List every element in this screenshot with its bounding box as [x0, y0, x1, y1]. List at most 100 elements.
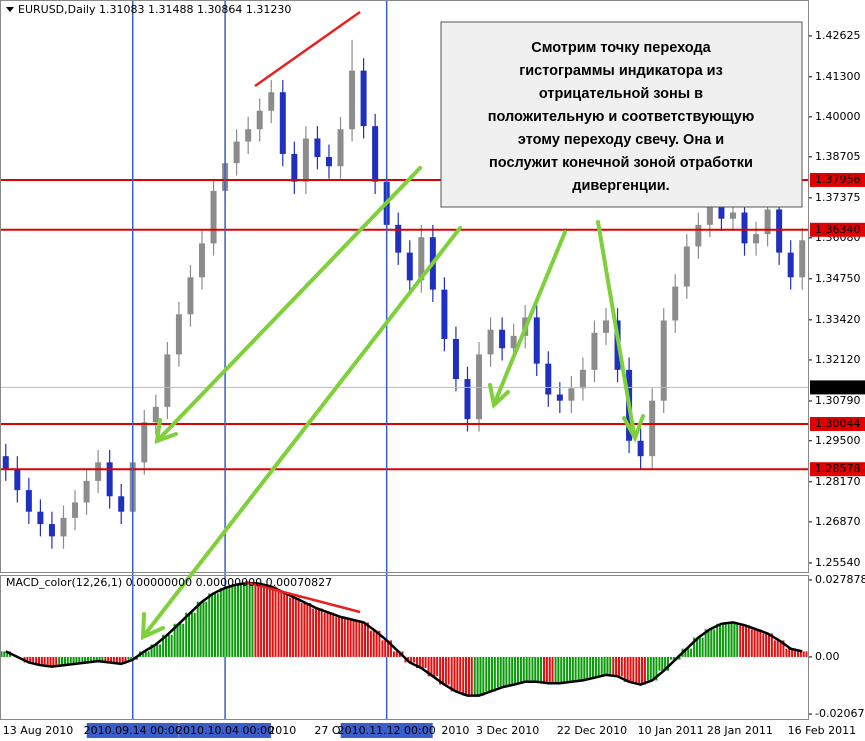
candle-body [510, 335, 517, 349]
candle-body [210, 190, 217, 244]
level-label: 1.30044 [815, 417, 861, 430]
candle-body [406, 252, 413, 281]
candle-body [349, 70, 356, 130]
candle-body [72, 502, 79, 518]
candle-body [452, 338, 459, 380]
candle-body [175, 314, 182, 355]
divergence-line [254, 10, 361, 88]
y-tick-label: 0.00 [815, 650, 840, 663]
y-tick-label: 1.25540 [815, 556, 861, 569]
x-tick-label: 27 O [314, 724, 340, 737]
candle-body [199, 243, 205, 278]
annotation-text: Смотрим точку перехода гистограммы индика… [488, 40, 754, 194]
level-box [810, 172, 865, 187]
y-tick-label: 1.28170 [815, 475, 861, 488]
candle-body [2, 456, 9, 469]
x-tick-label: 22 Dec 2010 [557, 724, 627, 737]
arrows [140, 166, 645, 641]
candle-body [556, 394, 563, 401]
candle-body [799, 240, 806, 278]
cursor-label-box [179, 723, 272, 738]
price-panel-border [0, 0, 809, 573]
y-tick-label: 1.30790 [815, 394, 861, 407]
cursor-label-box [340, 723, 433, 738]
candle-body [25, 490, 32, 512]
level-box [810, 462, 865, 477]
candle-body [268, 92, 275, 111]
candle-body [499, 329, 506, 349]
current-price-box [810, 380, 865, 395]
candle-body [314, 138, 321, 157]
level-label: 1.36340 [815, 223, 861, 236]
indicator-title: MACD_color(12,26,1) 0.00000000 0.0000000… [6, 576, 332, 589]
y-tick-label: 1.38705 [815, 150, 861, 163]
candle-body [591, 332, 598, 370]
candle-body [256, 110, 263, 130]
annotation-box: Смотрим точку перехода гистограммы индика… [440, 21, 803, 208]
candle-body [695, 224, 702, 247]
signal-line [5, 581, 803, 697]
candle-body [302, 138, 309, 182]
candle-body [95, 462, 102, 481]
y-tick-label: 1.41300 [815, 70, 861, 83]
candle-body [233, 141, 240, 164]
y-tick-label: -0.020677 [815, 707, 865, 720]
annotation-line: дивергенции. [572, 178, 669, 194]
candle-body [660, 320, 667, 401]
candle-body [741, 212, 748, 244]
candle-body [683, 246, 690, 287]
level-box [810, 222, 865, 237]
y-tick-label: 1.32120 [815, 353, 861, 366]
candle-body [395, 224, 402, 253]
current-price-label: 1.31230 [815, 380, 861, 393]
candle-body [568, 388, 575, 401]
x-tick-label: 13 Aug 2010 [3, 724, 73, 737]
y-tick-label: 1.42625 [815, 29, 861, 42]
y-tick-label: 1.37375 [815, 191, 861, 204]
candle-body [672, 286, 679, 321]
candle-body [337, 129, 344, 167]
y-tick-label: 1.33420 [815, 313, 861, 326]
candle-body [649, 400, 656, 457]
candle-body [418, 237, 425, 281]
candle-body [141, 422, 148, 463]
candle-body [164, 354, 171, 407]
annotation-line: этому переходу свечу. Она и [518, 132, 724, 148]
x-tick-label: 3 Dec 2010 [476, 724, 539, 737]
candle-body [441, 289, 448, 339]
candle-body [279, 92, 286, 154]
y-tick-label: 1.26870 [815, 515, 861, 528]
cursor-label: 2010.10.04 00:00 [176, 724, 274, 737]
candle-body [325, 156, 332, 167]
divergence-line [244, 580, 361, 614]
candle-body [718, 203, 725, 219]
annotation-line: гистограммы индикатора из [519, 63, 723, 79]
candle-body [48, 524, 55, 537]
candle-body [787, 252, 794, 278]
candle-body [37, 511, 44, 525]
x-tick-label: 2010 [441, 724, 469, 737]
candle-body [637, 440, 644, 457]
annotation-line: послужит конечной зоной отработки [489, 155, 753, 171]
candle-body [776, 209, 783, 253]
arrow-head [154, 418, 178, 445]
candle-body [360, 70, 367, 127]
divergence-lines [244, 10, 361, 614]
candle-body [60, 517, 67, 537]
annotation-line: Смотрим точку перехода [531, 40, 711, 56]
candle-body [753, 234, 760, 244]
y-tick-label: 1.40000 [815, 110, 861, 123]
candle-body [487, 329, 494, 355]
annotation-line: положительную и соответствующую [488, 109, 754, 125]
annotation-background [440, 21, 803, 208]
candle-body [14, 468, 21, 491]
candle-body [579, 369, 586, 389]
candle-body [187, 277, 194, 315]
arrow [144, 226, 462, 635]
x-tick-label: 10 Jan 2011 [638, 724, 704, 737]
candle-body [291, 153, 298, 182]
header-icon [6, 7, 14, 12]
candle-body [152, 406, 159, 423]
candle-body [603, 320, 609, 333]
